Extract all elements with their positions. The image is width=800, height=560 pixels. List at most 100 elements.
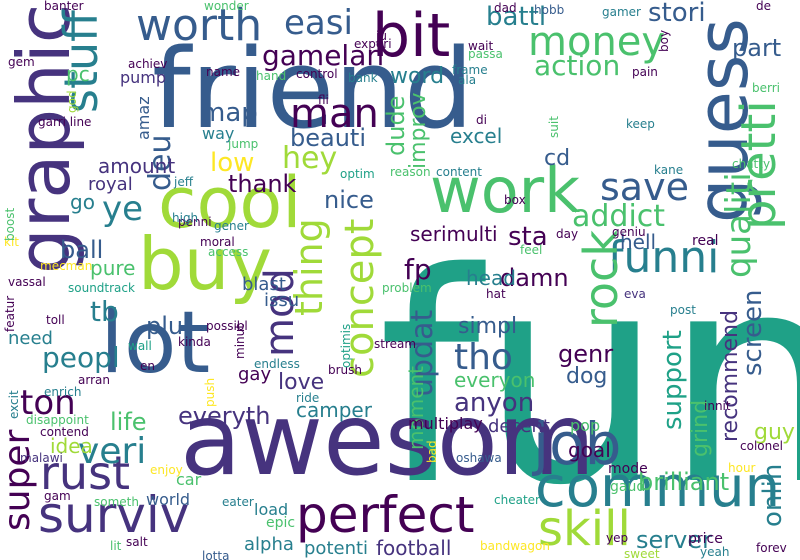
word-plu: plu (146, 312, 184, 340)
word-featur: featur (3, 295, 17, 332)
word-hour: hour (728, 461, 756, 475)
word-server: server (636, 526, 712, 554)
word-epic: epic (266, 515, 296, 531)
word-fp: fp (404, 253, 432, 286)
word-recommend: recommend (718, 310, 743, 442)
word-amount: amount (98, 154, 176, 178)
word-genr: genr (558, 340, 614, 368)
word-tb: tb (90, 295, 119, 328)
word-price: price (688, 531, 723, 547)
word-onlin: onlin (758, 463, 788, 527)
word-reason: reason (390, 165, 431, 179)
word-geniu: geniu (612, 225, 646, 239)
word-way: way (202, 124, 235, 143)
word-forev: forev (756, 541, 787, 555)
word-gener: gener (214, 219, 249, 233)
word-man: man (290, 91, 379, 137)
word-fli: fli (318, 93, 329, 107)
word-moral: moral (200, 235, 235, 249)
word-need: need (8, 328, 53, 349)
word-mecman: mecman (40, 259, 93, 273)
word-kit: kit (4, 235, 19, 249)
word-boy: boy (657, 29, 671, 52)
word-ride: ride (296, 391, 320, 405)
word-cool: cool (158, 162, 302, 244)
word-commun: commun (535, 455, 781, 520)
word-pure: pure (90, 256, 136, 280)
word-dog: dog (566, 364, 608, 389)
word-super: super (0, 429, 38, 531)
word-hat: hat (486, 287, 506, 301)
word-thank: thank (228, 170, 297, 198)
word-gem: gem (8, 55, 35, 69)
word-damn: damn (500, 264, 569, 292)
word-amaz: amaz (134, 96, 153, 140)
word-bad: bad (425, 440, 439, 463)
word-dad: dad (494, 1, 517, 15)
word-veri: veri (78, 431, 147, 472)
word-sta: sta (508, 222, 548, 252)
word-royal: royal (88, 174, 133, 195)
word-excit: excit (7, 390, 21, 419)
word-box: box (504, 193, 526, 207)
word-friend: friend (152, 25, 474, 153)
word-map: map (200, 98, 258, 128)
word-gaud: gaud (610, 479, 646, 495)
word-everyon: everyon (454, 368, 536, 392)
word-jump: jump (228, 137, 259, 151)
word-optim: optim (340, 167, 375, 181)
word-head: head (466, 266, 516, 290)
word-colonel: colonel (740, 439, 783, 453)
word-someth: someth (94, 495, 139, 509)
word-excel: excel (450, 124, 503, 148)
word-di: di (476, 113, 487, 127)
word-suit: suit (547, 116, 561, 138)
word-god: god (65, 90, 79, 113)
word-addict: addict (572, 199, 666, 234)
word-goal: goal (568, 438, 611, 462)
word-disappoint: disappoint (26, 413, 89, 427)
word-simpl: simpl (458, 314, 518, 339)
word-work: work (430, 154, 581, 227)
word-lotta: lotta (202, 549, 230, 560)
word-multiplay: multiplay (408, 414, 483, 433)
word-possibl: possibl (206, 319, 248, 333)
word-eva: eva (624, 287, 646, 301)
word-qualiti: qualiti (719, 172, 759, 278)
word-real: real (692, 233, 719, 249)
word-action: action (534, 49, 621, 82)
word-toll: toll (46, 313, 65, 327)
word-penni: penni (178, 215, 212, 229)
word-soundtrack: soundtrack (68, 281, 135, 295)
word-banter: banter (44, 0, 84, 13)
word-beauti: beauti (290, 124, 366, 152)
word-stori: stori (648, 0, 706, 28)
word-funni: funni (608, 232, 720, 283)
word-content: content (436, 165, 482, 179)
word-screen: screen (738, 289, 768, 376)
word-name: name (206, 65, 241, 79)
word-yeah: yeah (700, 545, 730, 559)
word-save: save (600, 165, 689, 209)
word-arran: arran (78, 373, 110, 387)
word-decent: decent (488, 416, 550, 437)
word-cd: cd (544, 146, 571, 171)
word-hand: hand (256, 69, 287, 83)
word-football: football (376, 536, 452, 560)
word-kane: kane (654, 163, 684, 177)
word-pump: pump (120, 68, 167, 87)
word-load: load (254, 500, 289, 519)
word-go: go (70, 190, 95, 214)
word-boost: boost (3, 207, 17, 241)
word-malawi: malawi (20, 451, 63, 465)
word-gamer: gamer (602, 5, 641, 19)
word-endless: endless (254, 357, 300, 371)
word-bit: bit (372, 1, 451, 71)
word-ton: ton (20, 383, 76, 423)
word-rust: rust (40, 446, 131, 500)
word-post: post (670, 303, 696, 317)
word-alpha: alpha (244, 534, 294, 555)
word-gamelan: gamelan (262, 39, 385, 72)
word-oshawa: oshawa (456, 451, 502, 465)
